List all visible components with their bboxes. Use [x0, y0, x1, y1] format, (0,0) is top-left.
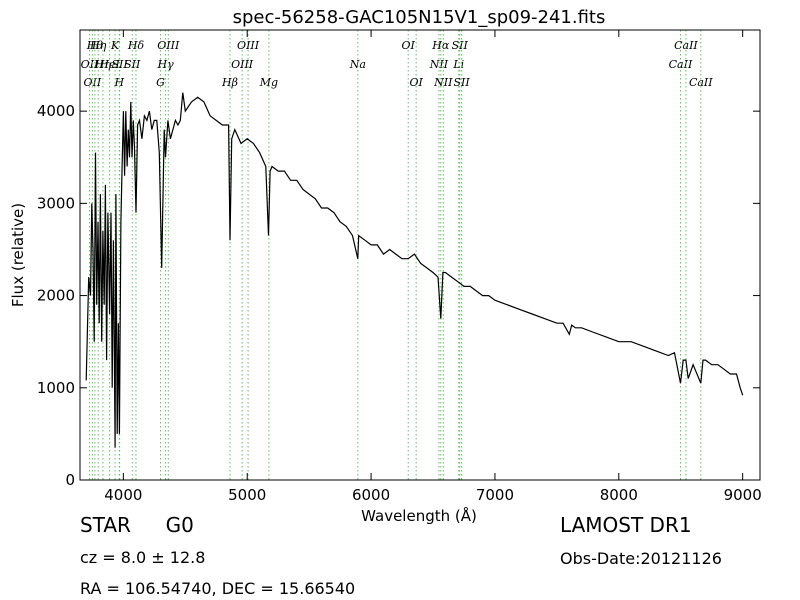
y-tick-label: 0 [65, 471, 75, 489]
axis-ticks: 4000 5000 6000 7000 8000 9000 0 1000 2000 3000 400… [37, 30, 762, 504]
spectral-line-label: SII [452, 39, 469, 52]
x-tick-label: 7000 [476, 486, 514, 504]
plot-frame [79, 29, 761, 481]
object-class: STAR G0 [80, 513, 194, 537]
x-tick-label: 6000 [352, 486, 390, 504]
spectral-line-label: Hδ [127, 39, 145, 52]
x-tick-label: 4000 [104, 486, 142, 504]
spectral-line-label: Li [452, 58, 464, 71]
survey-name: LAMOST DR1 [560, 513, 692, 537]
spectral-line-label: OII [84, 76, 102, 89]
spectral-line-label: Hη [94, 58, 112, 71]
spectrum-series-line [85, 92, 744, 448]
spectral-line-label: OIII [237, 39, 260, 52]
spectral-line-label: Hθ [86, 39, 104, 52]
y-tick-label: 1000 [37, 379, 75, 397]
spectral-line-label: Mg [259, 76, 278, 89]
spectral-line-label: Hβ [221, 76, 238, 89]
spectral-line-label: G [156, 76, 165, 89]
object-type: STAR [80, 513, 131, 537]
x-tick-label: 5000 [228, 486, 266, 504]
spectral-line-label: CaII [669, 58, 693, 71]
spectral-line-label: H [113, 76, 124, 89]
spectral-line-label: SII [112, 58, 129, 71]
chart-title: spec-56258-GAC105N15V1_sp09-241.fits [233, 7, 606, 28]
spectral-line-label: NII [429, 58, 449, 71]
x-tick-label: 9000 [724, 486, 762, 504]
spectral-line-label: NII [433, 76, 453, 89]
spectral-line-label: CaII [674, 39, 698, 52]
spectral-line-label: SII [124, 58, 141, 71]
spectral-line-label: OI [402, 39, 416, 52]
spectral-line-label: Hη [89, 39, 107, 52]
y-axis-label: Flux (relative) [9, 203, 27, 307]
y-tick-label: 3000 [37, 194, 75, 212]
y-tick-label: 2000 [37, 287, 75, 305]
spectral-line-label: OI [409, 76, 423, 89]
x-tick-label: 8000 [600, 486, 638, 504]
spectral-line-label: Hα [431, 39, 450, 52]
y-tick-label: 4000 [37, 102, 75, 120]
spectral-line-label: CaII [689, 76, 713, 89]
coordinates: RA = 106.54740, DEC = 15.66540 [80, 579, 356, 598]
spectral-line-label: K [110, 39, 120, 52]
spectral-line-label: Na [349, 58, 366, 71]
spectral-line-label: SII [454, 76, 471, 89]
observation-date: Obs-Date:20121126 [560, 549, 722, 568]
spectral-line-label: OIII [157, 39, 180, 52]
redshift-cz: cz = 8.0 ± 12.8 [80, 548, 206, 567]
spectral-line-label: OIII [231, 58, 254, 71]
x-axis-label: Wavelength (Å) [361, 506, 477, 525]
spectral-line-label: HeI [98, 58, 120, 71]
spectral-line-label: OII [81, 58, 99, 71]
object-subclass: G0 [165, 513, 194, 537]
spectral-lines: OIIOIIHθHηHηHeIKHSIISIIHδGHγOIIIHβOIIIOI… [81, 30, 713, 480]
spectral-line-label: Hγ [157, 58, 175, 71]
